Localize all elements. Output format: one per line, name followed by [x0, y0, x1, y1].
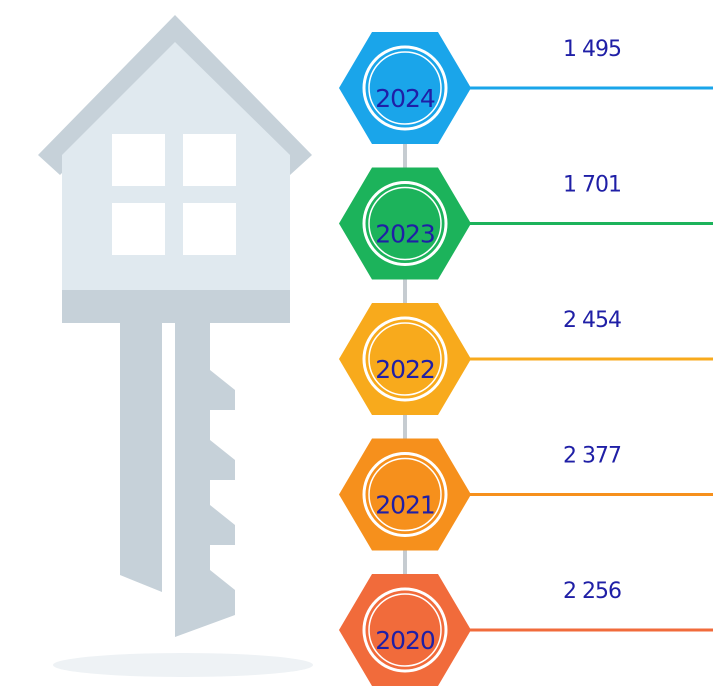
timeline-item: 2024 1 495: [339, 32, 713, 144]
timeline-item: 2022 2 454: [339, 303, 713, 415]
value-label: 2 256: [563, 579, 621, 604]
value-label: 1 701: [563, 173, 621, 198]
timeline-item: 2023 1 701: [339, 168, 713, 280]
value-label: 2 377: [563, 444, 621, 469]
infographic: 2024 1 495 2023 1 701 2022 2 454 2021 2 377 2020…: [0, 0, 713, 687]
value-label: 1 495: [563, 37, 621, 62]
timeline-item: 2020 2 256: [339, 574, 713, 686]
timeline: 2024 1 495 2023 1 701 2022 2 454 2021 2 377 2020…: [339, 32, 713, 686]
year-label: 2021: [375, 491, 435, 520]
year-label: 2022: [375, 355, 435, 384]
year-label: 2020: [375, 626, 435, 655]
house-key: [38, 15, 313, 677]
year-label: 2023: [375, 220, 435, 249]
value-label: 2 454: [563, 308, 621, 333]
timeline-item: 2021 2 377: [339, 439, 713, 551]
year-label: 2024: [375, 84, 435, 113]
